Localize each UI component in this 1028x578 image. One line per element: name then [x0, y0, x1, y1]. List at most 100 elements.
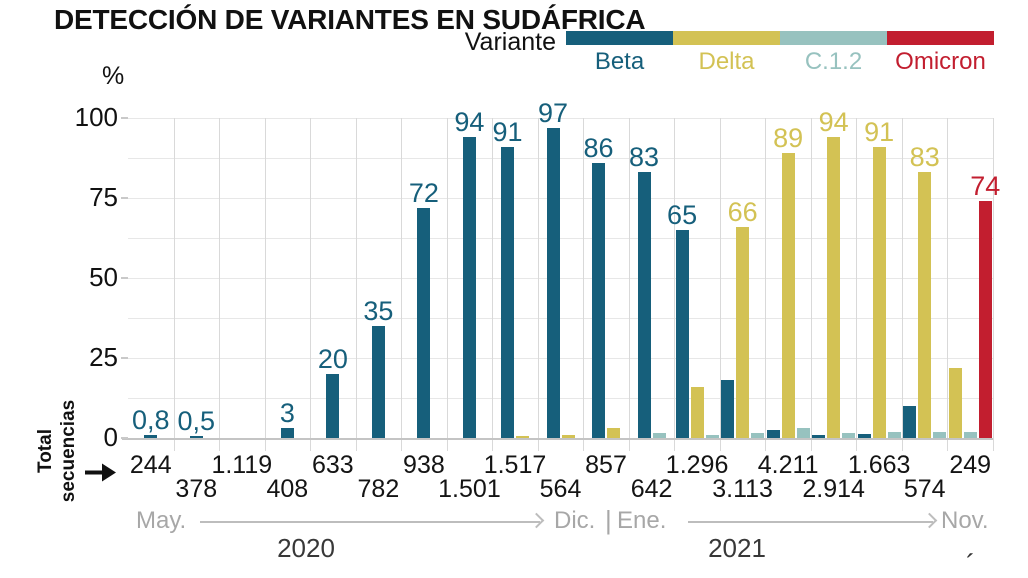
- timeline-year-2021: 2021: [708, 533, 766, 563]
- total-sequences-value: 1.663: [847, 451, 911, 479]
- legend-swatch-delta: [673, 31, 780, 45]
- total-sequences-value: 642: [630, 475, 673, 503]
- legend-color-bar: [566, 31, 994, 45]
- legend-label-omicron: Omicron: [895, 48, 986, 75]
- bar-c.1.2-month-14: [751, 433, 765, 438]
- y-axis-tick-mark: [121, 117, 128, 119]
- total-sequences-value: 378: [175, 475, 218, 503]
- total-sequences-value: 938: [403, 451, 445, 479]
- gridline-horizontal: [128, 158, 993, 159]
- timeline-dec-label: Dic.: [554, 507, 596, 534]
- gridline-horizontal: [128, 278, 993, 279]
- bar-value-label-beta: 94: [454, 107, 485, 138]
- total-sequences-value: 408: [266, 475, 309, 503]
- bar-beta-month-16: [812, 434, 826, 438]
- y-axis-tick-label-75: 75: [89, 181, 118, 212]
- bar-beta-month-11: [592, 162, 606, 438]
- bar-beta-month-14: [721, 380, 735, 438]
- total-sequences-value: 1.119: [211, 451, 273, 479]
- legend-label-c.1.2: C.1.2: [804, 48, 863, 75]
- bar-omicron-month-19: [978, 201, 992, 438]
- gridline-horizontal: [128, 358, 993, 359]
- legend-labels: Beta Delta C.1.2 Omicron: [566, 48, 994, 76]
- bar-delta-month-19: [948, 367, 962, 438]
- bar-c.1.2-month-19: [963, 431, 977, 438]
- bar-beta-month-17: [857, 434, 871, 438]
- chart-title: DETECCIÓN DE VARIANTES EN SUDÁFRICA: [54, 3, 646, 35]
- legend-label-beta: Beta: [594, 48, 645, 75]
- bar-delta-month-13: [690, 386, 704, 438]
- total-sequences-axis-label: Total secuencias: [34, 391, 80, 511]
- timeline-year-2020: 2020: [277, 533, 335, 563]
- gridline-vertical: [947, 118, 949, 451]
- bar-beta-month-7: [417, 207, 431, 438]
- gridline-vertical: [219, 118, 221, 451]
- bar-delta-month-14: [736, 226, 750, 438]
- gridline-horizontal: [128, 398, 993, 399]
- bar-beta-month-6: [371, 326, 385, 438]
- gridline-vertical: [401, 118, 403, 451]
- gridline-horizontal: [128, 198, 993, 199]
- y-axis-tick-label-100: 100: [74, 101, 118, 132]
- bar-value-label-beta: 3: [279, 398, 295, 429]
- bar-value-label-beta: 65: [667, 200, 698, 230]
- bar-value-label-delta: 83: [909, 142, 940, 173]
- y-axis-tick-mark: [121, 437, 128, 439]
- legend-swatch-omicron: [887, 31, 994, 45]
- legend-title: Variante: [464, 28, 556, 56]
- total-sequences-value: 782: [357, 475, 400, 503]
- y-axis-tick-label-25: 25: [89, 341, 118, 372]
- bar-beta-month-18: [903, 406, 917, 438]
- bar-beta-month-12: [637, 172, 651, 438]
- bar-value-label-beta: 86: [583, 132, 614, 163]
- gridline-vertical: [765, 118, 767, 451]
- timeline-arrow-2021: [688, 521, 933, 523]
- legend-swatch-c.1.2: [780, 31, 887, 45]
- total-sequences-value: 633: [312, 451, 354, 479]
- total-sequences-line2: secuencias: [58, 399, 79, 503]
- gridline-vertical: [310, 118, 312, 451]
- timeline-arrow-2020: [200, 521, 540, 523]
- total-sequences-value: 1.296: [665, 451, 729, 479]
- y-axis-tick-label-50: 50: [89, 261, 118, 292]
- timeline-jan-label: Ene.: [617, 507, 667, 534]
- gridline-vertical: [719, 118, 721, 451]
- total-sequences-value: 4.211: [757, 451, 819, 479]
- gridline-vertical: [173, 118, 175, 451]
- gridline-vertical: [810, 118, 812, 451]
- y-axis-tick-mark: [121, 357, 128, 359]
- bar-delta-month-9: [515, 436, 529, 438]
- bar-beta-month-15: [766, 430, 780, 438]
- bar-beta-month-2: [189, 436, 203, 438]
- total-sequences-value: 564: [539, 475, 582, 503]
- bar-beta-month-5: [326, 374, 340, 438]
- legend-swatch-beta: [566, 31, 673, 45]
- bar-delta-month-11: [607, 428, 621, 438]
- bar-delta-month-15: [781, 153, 795, 438]
- bar-value-label-delta: 89: [773, 123, 804, 154]
- bar-delta-month-10: [561, 435, 575, 438]
- total-sequences-value: 244: [129, 451, 172, 479]
- bar-value-label-delta: 66: [727, 196, 758, 227]
- bar-beta-month-8: [462, 137, 476, 438]
- bar-value-label-beta: 83: [629, 142, 660, 173]
- total-sequences-value: 1.501: [438, 475, 501, 503]
- bar-value-label-beta: 97: [537, 97, 569, 128]
- bar-beta-month-10: [546, 127, 560, 438]
- timeline-start-label: May.: [136, 507, 187, 534]
- y-axis-tick-label-0: 0: [103, 421, 118, 452]
- gridline-vertical: [674, 118, 676, 451]
- gridline-vertical: [856, 118, 858, 451]
- bar-c.1.2-month-16: [842, 433, 856, 438]
- bar-value-label-omicron: 74: [970, 171, 1001, 202]
- bar-c.1.2-month-18: [933, 431, 947, 438]
- gridline-horizontal: [128, 118, 993, 119]
- total-sequences-value: 3.113: [712, 475, 773, 503]
- bar-c.1.2-month-12: [652, 433, 666, 438]
- gridline-vertical: [583, 118, 585, 451]
- cropped-text-accent-mark: ´: [966, 549, 976, 578]
- timeline-year-separator: |: [605, 505, 612, 535]
- total-sequences-value: 857: [585, 451, 627, 479]
